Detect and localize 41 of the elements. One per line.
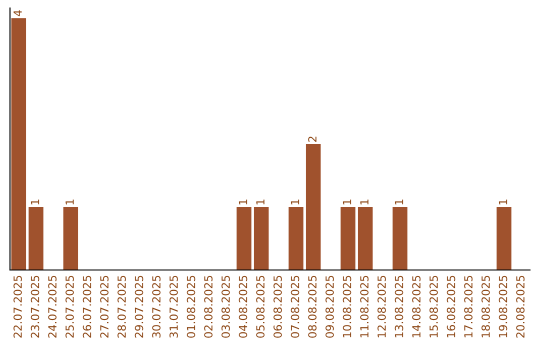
- x-tick-label: 01.08.2025: [186, 276, 196, 338]
- x-tick-label: 19.08.2025: [498, 276, 508, 338]
- data-label: 4: [14, 10, 22, 16]
- x-tick-label: 15.08.2025: [429, 276, 438, 338]
- x-tick-label: 06.08.2025: [273, 276, 282, 338]
- x-tick-label: 10.08.2025: [342, 276, 352, 338]
- x-tick-label: 16.08.2025: [446, 276, 456, 338]
- x-tick-label: 12.08.2025: [377, 276, 386, 338]
- x-tick-label: 23.07.2025: [30, 276, 40, 338]
- x-tick-label: 17.08.2025: [464, 276, 473, 338]
- data-label: 1: [30, 200, 40, 204]
- x-tick-label: 08.08.2025: [308, 276, 317, 338]
- data-label: 1: [256, 200, 264, 204]
- x-tick-label: 22.07.2025: [13, 276, 22, 338]
- data-label: 2: [308, 136, 316, 142]
- data-label: 1: [66, 200, 74, 204]
- x-tick-label: 24.07.2025: [48, 276, 57, 338]
- x-tick-label: 28.07.2025: [117, 276, 126, 338]
- x-tick-label: 27.07.2025: [100, 276, 109, 338]
- x-tick-label: 13.08.2025: [394, 276, 404, 338]
- x-tick-label: 18.08.2025: [481, 276, 490, 338]
- x-tick-label: 07.08.2025: [290, 276, 300, 338]
- x-tick-label: 26.07.2025: [82, 276, 92, 338]
- x-tick-label: 09.08.2025: [325, 276, 334, 338]
- x-tick-label: 29.07.2025: [134, 276, 144, 338]
- x-tick-label: 30.07.2025: [152, 276, 161, 338]
- data-label: 1: [238, 200, 248, 204]
- x-tick-label: 14.08.2025: [412, 276, 421, 338]
- data-label: 1: [394, 200, 404, 204]
- x-tick-label: 04.08.2025: [238, 276, 248, 338]
- data-label: 1: [342, 200, 352, 204]
- x-tick-label: 20.08.2025: [516, 276, 525, 338]
- x-tick-label: 05.08.2025: [256, 276, 265, 338]
- data-label: 1: [360, 200, 368, 204]
- x-tick-label: 11.08.2025: [360, 276, 369, 338]
- x-tick-label: 31.07.2025: [169, 276, 178, 338]
- data-label: 1: [498, 200, 508, 204]
- x-tick-label: 25.07.2025: [65, 276, 74, 338]
- x-tick-label: 02.08.2025: [204, 276, 213, 338]
- data-label: 1: [290, 200, 300, 204]
- x-tick-label: 03.08.2025: [221, 276, 230, 338]
